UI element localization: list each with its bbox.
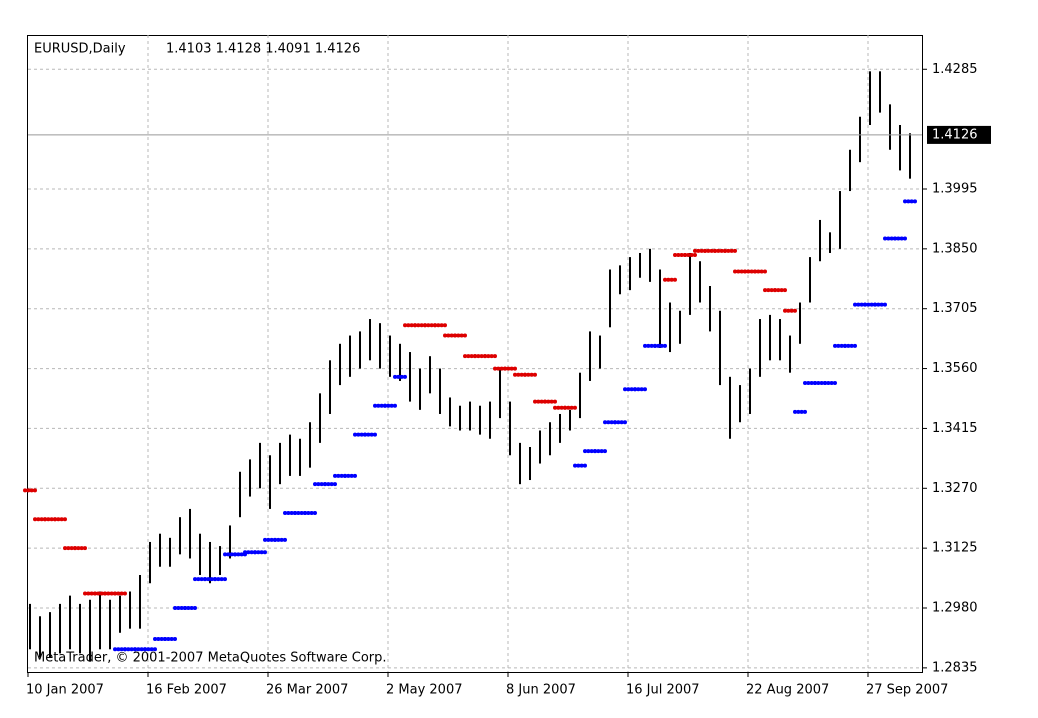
- x-tick-label: 22 Aug 2007: [746, 683, 829, 698]
- plot-frame: [27, 35, 923, 673]
- x-tick-label: 2 May 2007: [386, 683, 463, 698]
- x-tick-label: 16 Jul 2007: [626, 683, 700, 698]
- x-tick-label: 8 Jun 2007: [506, 683, 576, 698]
- x-tick-label: 27 Sep 2007: [866, 683, 948, 698]
- current-price-box: [927, 125, 991, 144]
- x-tick-label: 26 Mar 2007: [266, 683, 348, 698]
- y-tick-label: 1.2980: [932, 601, 978, 616]
- chart-subtitle: 1.4103 1.4128 1.4091 1.4126: [166, 42, 360, 57]
- y-tick-label: 1.4285: [932, 62, 978, 77]
- y-tick-label: 1.3995: [932, 181, 978, 196]
- y-tick-label: 1.3415: [932, 421, 978, 436]
- x-tick-label: 16 Feb 2007: [146, 683, 227, 698]
- x-tick-label: 10 Jan 2007: [26, 683, 104, 698]
- y-tick-label: 1.3125: [932, 541, 978, 556]
- y-tick-label: 1.2835: [932, 660, 978, 675]
- footer: MetaTrader, © 2001-2007 MetaQuotes Softw…: [34, 651, 387, 666]
- current-price-label: 1.4126: [932, 127, 978, 142]
- y-tick-label: 1.3850: [932, 241, 978, 256]
- y-tick-label: 1.3560: [932, 361, 978, 376]
- y-tick-label: 1.3270: [932, 481, 978, 496]
- chart-title: EURUSD,Daily: [34, 42, 126, 57]
- y-tick-label: 1.3705: [932, 301, 978, 316]
